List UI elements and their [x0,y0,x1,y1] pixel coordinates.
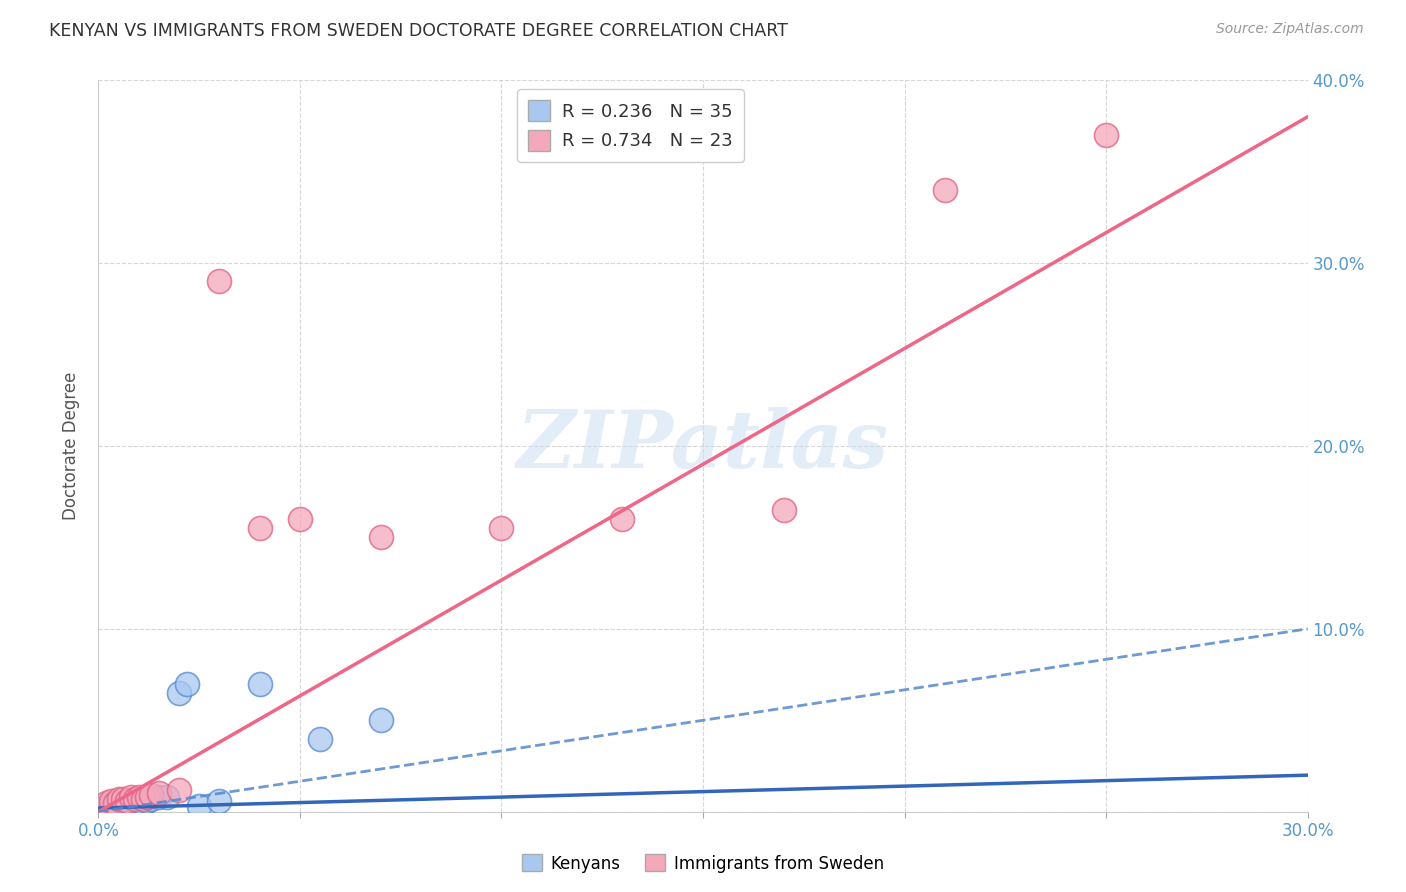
Point [107,803,129,817]
Point [120,799,142,814]
Point [120,796,142,810]
Point [128,797,150,812]
Point [111,799,134,814]
Point [120,790,142,805]
Point [148,787,170,801]
Point [288,512,311,526]
Point [111,801,134,815]
Point [100,801,122,815]
Point [167,686,190,700]
Point [132,796,155,810]
Point [188,799,211,814]
Point [934,183,956,197]
Point [309,731,332,746]
Point [249,676,271,690]
Point [91,801,114,815]
Point [249,521,271,535]
Point [128,794,150,808]
Point [103,799,125,814]
Text: KENYAN VS IMMIGRANTS FROM SWEDEN DOCTORATE DEGREE CORRELATION CHART: KENYAN VS IMMIGRANTS FROM SWEDEN DOCTORA… [49,22,789,40]
Point [135,790,157,805]
Point [91,803,114,817]
Point [772,503,794,517]
Point [111,792,134,806]
Point [96,803,118,817]
Point [148,790,170,805]
Point [107,797,129,812]
Point [612,512,634,526]
Legend: Kenyans, Immigrants from Sweden: Kenyans, Immigrants from Sweden [516,847,890,880]
Text: Source: ZipAtlas.com: Source: ZipAtlas.com [1216,22,1364,37]
Point [176,676,198,690]
Point [128,790,150,805]
Point [103,796,125,810]
Point [100,794,122,808]
Legend: R = 0.236   N = 35, R = 0.734   N = 23: R = 0.236 N = 35, R = 0.734 N = 23 [517,89,744,161]
Point [96,799,118,814]
Point [115,801,138,815]
Point [1095,128,1118,143]
Point [100,799,122,814]
Point [156,790,179,805]
Point [107,801,129,815]
Y-axis label: Doctorate Degree: Doctorate Degree [62,372,80,520]
Point [167,782,190,797]
Point [491,521,513,535]
Point [135,794,157,808]
Point [100,803,122,817]
Point [124,799,146,814]
Point [124,792,146,806]
Point [115,794,138,808]
Point [208,275,231,289]
Point [139,792,162,806]
Point [132,792,155,806]
Point [208,794,231,808]
Point [107,792,129,806]
Point [96,801,118,815]
Point [139,789,162,803]
Point [370,530,392,544]
Point [103,801,125,815]
Point [96,796,118,810]
Text: ZIPatlas: ZIPatlas [517,408,889,484]
Point [370,714,392,728]
Point [103,797,125,812]
Point [115,797,138,812]
